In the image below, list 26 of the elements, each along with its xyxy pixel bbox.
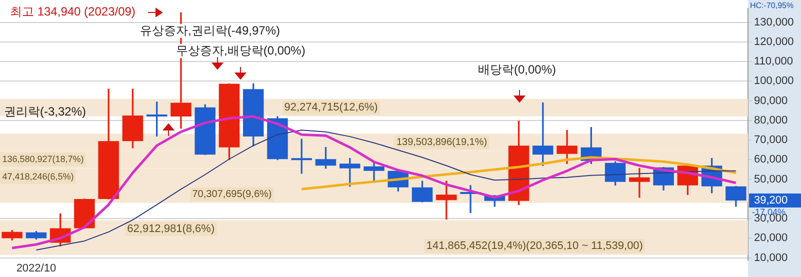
- text: HC:-70,95%: [750, 1, 794, 10]
- annotation: 최고 134,940 (2023/09): [10, 4, 136, 18]
- y-tick-label: 20,000: [754, 232, 788, 244]
- band-label: 139,503,896(19,1%): [396, 136, 488, 148]
- band-label: 141,865,452(19,4%)(20,365,10 ~ 11,539,00): [426, 240, 643, 252]
- band-label: 136,580,927(18,7%): [2, 154, 84, 164]
- band-label: 70,307,695(9,6%): [192, 188, 272, 200]
- annotation: 유상증자,권리락(-49,97%): [140, 23, 280, 38]
- band-label: 62,912,981(8,6%): [127, 222, 215, 235]
- y-tick-label: 130,000: [754, 16, 794, 28]
- y-tick-label: 110,000: [754, 56, 793, 68]
- annotation: 권리락(-3,32%): [4, 104, 86, 118]
- y-tick-label: 60,000: [754, 154, 788, 166]
- y-tick-label: 120,000: [754, 36, 794, 48]
- annotation: 배당락(0,00%): [478, 62, 556, 76]
- y-tick-label: 100,000: [754, 75, 794, 88]
- y-tick-label: 80,000: [754, 114, 788, 126]
- band-label: 47,418,246(6,5%): [2, 171, 74, 182]
- y-tick-label: 50,000: [754, 173, 788, 186]
- y-tick-label: 70,000: [754, 134, 788, 146]
- y-tick-label: 90,000: [754, 94, 788, 107]
- band-label: 92,274,715(12,6%): [284, 102, 378, 114]
- y-tick-label: 10,000: [754, 252, 788, 264]
- x-tick-label: 2022/10: [16, 262, 56, 274]
- annotation: 무상증자,배당락(0,00%): [176, 43, 306, 58]
- text: 39,200: [754, 194, 788, 207]
